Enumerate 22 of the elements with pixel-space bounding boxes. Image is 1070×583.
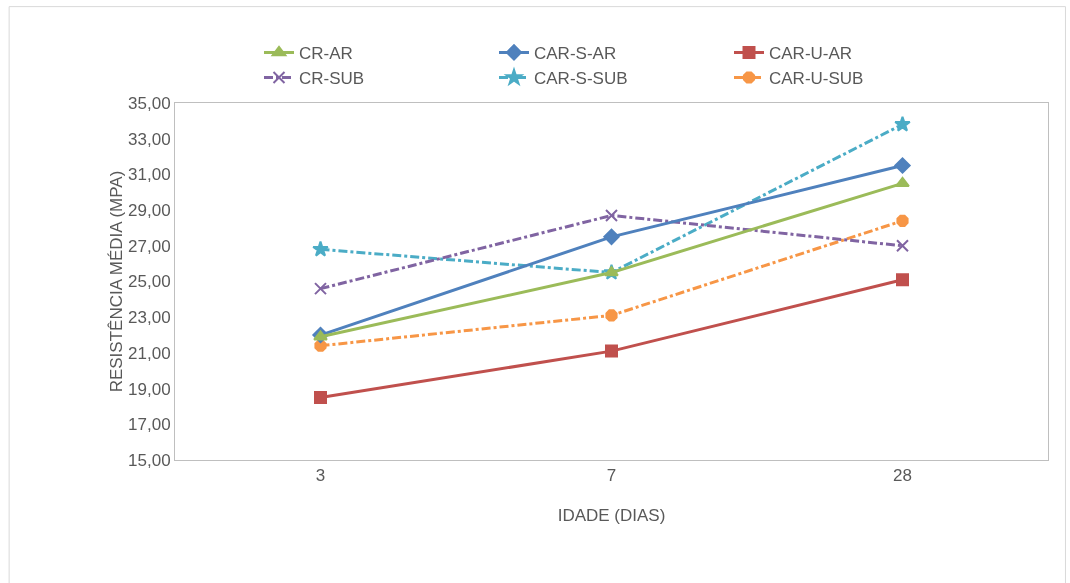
legend-label: CR-AR <box>299 44 353 64</box>
legend-label: CAR-S-SUB <box>534 69 628 89</box>
y-tick-label: 35,00 <box>128 93 171 113</box>
legend-label: CAR-U-AR <box>769 44 853 64</box>
y-tick-label: 33,00 <box>128 129 171 149</box>
x-axis-title: IDADE (DIAS) <box>557 506 666 525</box>
y-tick-label: 27,00 <box>128 236 171 256</box>
x-tick-label: 28 <box>893 466 912 486</box>
y-tick-label: 23,00 <box>128 308 171 328</box>
legend-label: CAR-S-AR <box>534 44 617 64</box>
x-tick-label: 7 <box>606 466 617 486</box>
x-tick-label: 3 <box>315 466 326 486</box>
y-tick-label: 25,00 <box>128 272 171 292</box>
legend-label: CR-SUB <box>299 69 365 89</box>
y-tick-label: 21,00 <box>128 343 171 363</box>
y-tick-label: 17,00 <box>128 415 171 435</box>
y-tick-label: 19,00 <box>128 379 171 399</box>
legend-label: CAR-U-SUB <box>769 69 864 89</box>
y-tick-label: 31,00 <box>128 165 171 185</box>
y-tick-label: 29,00 <box>128 201 171 221</box>
y-axis-title: RESISTÊNCIA MÉDIA (MPA) <box>107 170 127 393</box>
y-tick-label: 15,00 <box>128 450 171 470</box>
